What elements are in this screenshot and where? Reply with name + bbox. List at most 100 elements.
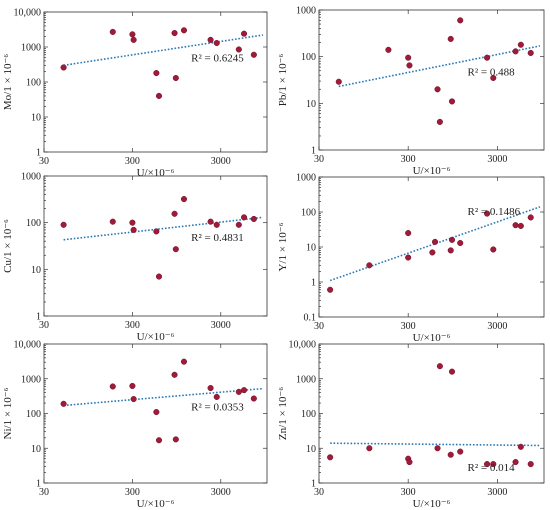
y-axis-label: Mo/1 × 10⁻⁶ [2, 54, 14, 110]
y-tick-label: 1 [36, 312, 41, 323]
x-axis-label: U/×10⁻⁶ [137, 498, 175, 510]
data-point [527, 214, 534, 221]
data-point [213, 221, 220, 228]
y-axis-label: Ni/1 × 10⁻⁶ [2, 387, 14, 439]
plot-frame [318, 9, 545, 151]
y-tick-label: 10,000 [289, 340, 317, 351]
data-point [129, 219, 136, 226]
data-point [60, 400, 67, 407]
r-squared-label: R² = 0.014 [468, 462, 516, 474]
data-point [235, 388, 242, 395]
data-point [155, 437, 163, 444]
data-point [180, 196, 188, 203]
data-point [130, 36, 137, 43]
x-axis-label: U/×10⁻⁶ [413, 498, 451, 510]
y-tick-label: 10 [306, 99, 316, 110]
data-point [109, 383, 116, 390]
data-point [180, 27, 188, 34]
data-point [447, 451, 454, 458]
x-tick-label: 300 [125, 156, 140, 167]
data-point [447, 247, 454, 254]
x-tick-label: 3000 [211, 320, 231, 331]
plot-frame [43, 11, 268, 153]
data-point [171, 371, 178, 378]
data-point [250, 215, 257, 223]
y-tick-label: 1 [311, 146, 316, 157]
data-point [180, 358, 188, 365]
trend-line [63, 34, 264, 67]
data-point [172, 246, 179, 253]
data-point [241, 387, 248, 394]
x-tick-label: 30 [39, 320, 49, 331]
data-point [490, 246, 497, 253]
data-point [213, 39, 220, 47]
r-squared-label: R² = 0.0353 [191, 401, 244, 413]
chart-ni: 1 10 100 1000 10,000 30 300 3000 U/×10⁻⁶ Ni/1 × 1… [2, 340, 268, 510]
chart-pb: 1 10 100 1000 30 300 3000 U/×10⁻⁶ Pb/1 × 10⁻⁶ R² … [277, 6, 545, 177]
chart-zn: 1 10 100 1000 10,000 30 300 3000 U/×10⁻⁶ Zn/1 × 1… [277, 340, 545, 510]
data-point [405, 54, 412, 61]
data-point [448, 98, 456, 105]
data-point [436, 118, 443, 125]
data-point [512, 48, 519, 55]
data-point [171, 210, 178, 217]
data-point [335, 78, 342, 85]
data-point [241, 30, 248, 37]
data-point [171, 30, 178, 37]
trend-line [330, 442, 540, 447]
y-axis-label: Zn/1 × 10⁻⁶ [277, 387, 289, 440]
y-tick-label: 10 [31, 113, 41, 124]
y-tick-label: 1000 [296, 173, 316, 184]
trend-line [63, 387, 264, 407]
data-point [235, 46, 242, 53]
x-tick-label: 3000 [211, 487, 231, 498]
x-axis-label: U/×10⁻⁶ [413, 332, 451, 344]
data-point [517, 443, 524, 450]
x-tick-label: 3000 [487, 321, 507, 332]
chart-cu: 1 10 100 1000 30 300 3000 U/×10⁻⁶ Cu/1 × 10⁻⁶ R² … [2, 172, 268, 343]
data-point [434, 445, 441, 452]
data-point [241, 214, 248, 221]
data-point [490, 74, 497, 81]
plot-frame [43, 175, 268, 317]
y-tick-label: 10 [31, 444, 41, 455]
data-point [366, 445, 373, 452]
y-tick-label: 1000 [296, 6, 316, 17]
data-point [207, 384, 214, 392]
data-point [517, 41, 524, 48]
data-point [527, 461, 534, 468]
r-squared-label: R² = 0.1486 [468, 206, 521, 218]
data-point [250, 395, 257, 402]
chart-y: 0.1 1 10 100 1000 30 300 3000 U/×10⁻⁶ Y/1 × 10⁻⁶ R… [277, 173, 545, 344]
x-tick-label: 30 [39, 156, 49, 167]
y-tick-label: 10 [31, 265, 41, 276]
y-tick-label: 10,000 [14, 8, 42, 19]
x-tick-label: 300 [401, 154, 416, 165]
data-point [129, 382, 136, 390]
x-tick-label: 3000 [211, 156, 231, 167]
data-point [250, 51, 257, 58]
data-point [429, 249, 436, 256]
data-point [213, 393, 220, 400]
y-axis-label: Cu/1 × 10⁻⁶ [2, 219, 14, 273]
x-tick-label: 300 [401, 487, 416, 498]
data-point [153, 228, 160, 235]
data-point [457, 17, 464, 24]
data-point [527, 49, 534, 57]
y-tick-label: 10 [306, 243, 316, 254]
x-axis-label: U/×10⁻⁶ [413, 165, 451, 177]
x-tick-label: 300 [401, 321, 416, 332]
chart-mo: 1 10 100 1000 10,000 30 300 3000 U/×10⁻⁶ Mo/1 × 1… [2, 8, 268, 179]
data-point [155, 273, 163, 280]
y-tick-label: 1 [311, 479, 316, 490]
x-tick-label: 300 [125, 487, 140, 498]
data-point [130, 226, 137, 233]
y-axis-label: Pb/1 × 10⁻⁶ [277, 54, 289, 107]
y-tick-label: 100 [301, 52, 316, 63]
data-point [447, 35, 454, 42]
x-tick-label: 3000 [487, 487, 507, 498]
data-point [457, 448, 464, 455]
x-axis-label: U/×10⁻⁶ [137, 331, 175, 343]
x-tick-label: 300 [125, 320, 140, 331]
data-point [405, 230, 412, 237]
